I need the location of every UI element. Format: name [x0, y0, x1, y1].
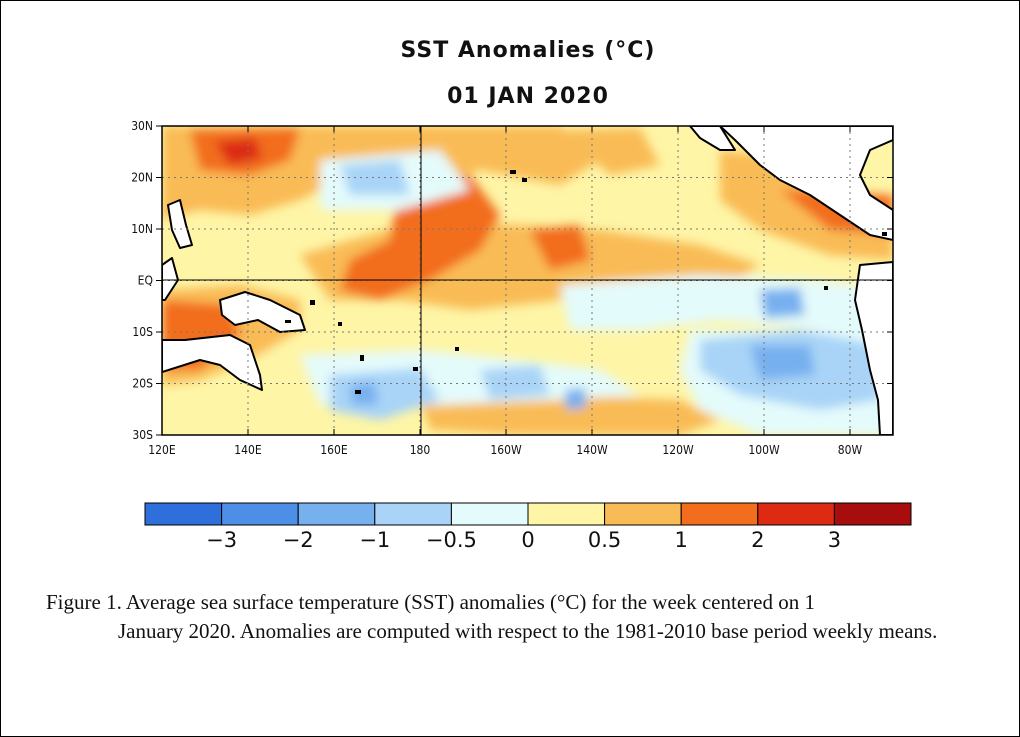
colorbar-segment — [450, 502, 529, 526]
island-dot — [882, 232, 887, 236]
land-philippines — [167, 199, 193, 249]
blob-light-blue-s — [330, 368, 440, 420]
x-tick-label: 100W — [748, 443, 780, 457]
chart-title: SST Anomalies (°C) — [400, 38, 656, 63]
island-dot — [285, 320, 291, 323]
y-tick-label: 30S — [132, 428, 153, 442]
blob-orange-south — [420, 395, 720, 435]
x-tick-label: 80W — [838, 443, 863, 457]
x-tick-label: 120W — [662, 443, 694, 457]
blob-neutral-central-band — [560, 275, 893, 340]
colorbar-tick-label: 3 — [828, 528, 841, 552]
blob-orange-n2 — [560, 128, 660, 175]
blob-light-blue-n — [340, 160, 410, 195]
colorbar-segment — [297, 502, 376, 526]
y-tick-label: 20N — [131, 171, 153, 185]
colorbar-segment — [144, 502, 223, 526]
x-tick-label: 120E — [148, 443, 176, 457]
colorbar-segment — [604, 502, 682, 526]
island-dot — [824, 286, 828, 290]
colorbar-tick-label: 2 — [751, 528, 764, 552]
colorbar-tick-label: 1 — [675, 528, 688, 552]
caption-rest: January 2020. Anomalies are computed wit… — [118, 619, 938, 643]
island-dot — [455, 347, 459, 351]
island-dot — [413, 367, 418, 371]
land-mexico-nw — [689, 126, 736, 151]
colorbar-tick-label: −3 — [206, 528, 237, 552]
blob-light-blue-s2 — [480, 365, 550, 400]
x-tick-label: 140W — [576, 443, 608, 457]
y-axis: 30N 20N 10N EQ 10S 20S 30S — [131, 119, 893, 442]
colorbar: −3 −2 −1 −0.5 0 0.5 1 2 3 — [144, 502, 912, 552]
x-axis: 120E 140E 160E 180 160W 140W 120W 100W 80W — [148, 126, 863, 457]
y-tick-label: 10N — [131, 222, 153, 236]
island-dot — [510, 170, 516, 174]
land-australia-top — [162, 334, 263, 391]
blob-blue-s — [565, 388, 586, 410]
caption-first-line: Figure 1. Average sea surface temperatur… — [46, 590, 815, 614]
land-south-america — [854, 261, 893, 435]
colorbar-segment — [757, 502, 835, 526]
island-dot — [338, 322, 342, 326]
colorbar-segment — [527, 502, 606, 526]
island-dot — [310, 300, 315, 305]
y-tick-label: 30N — [131, 119, 153, 133]
island-dot — [360, 355, 364, 361]
y-tick-label: 10S — [132, 325, 153, 339]
land-new-guinea — [219, 291, 306, 333]
colorbar-segment — [833, 502, 912, 526]
colorbar-tick-label: 0.5 — [588, 528, 621, 552]
colorbar-tick-label: −2 — [283, 528, 314, 552]
x-tick-label: 160E — [320, 443, 348, 457]
y-tick-label: 20S — [132, 377, 153, 391]
chart-subtitle: 01 JAN 2020 — [447, 84, 609, 109]
x-tick-label: 160W — [490, 443, 522, 457]
island-dot — [355, 390, 361, 394]
colorbar-segment — [680, 502, 759, 526]
colorbar-tick-label: −1 — [359, 528, 390, 552]
blob-blue-se — [750, 345, 815, 380]
blob-blue-se2 — [760, 288, 805, 318]
colorbar-tick-label: 0 — [521, 528, 534, 552]
blob-dark-orange-c2 — [530, 225, 590, 270]
blob-dark-orange-dateline — [340, 175, 500, 300]
colorbar-tick-label: −0.5 — [426, 528, 477, 552]
islands — [285, 170, 887, 394]
land-borneo-edge — [162, 257, 179, 301]
blob-blue-sw — [350, 382, 378, 405]
colorbar-segment — [221, 502, 299, 526]
x-tick-label: 180 — [410, 443, 431, 457]
blob-red-nw — [215, 138, 262, 165]
y-tick-label: EQ — [138, 274, 153, 288]
x-tick-label: 140E — [234, 443, 262, 457]
colorbar-segment — [374, 502, 452, 526]
figure-caption: Figure 1. Average sea surface temperatur… — [46, 588, 976, 646]
island-dot — [522, 178, 527, 182]
anomaly-field — [162, 126, 893, 435]
